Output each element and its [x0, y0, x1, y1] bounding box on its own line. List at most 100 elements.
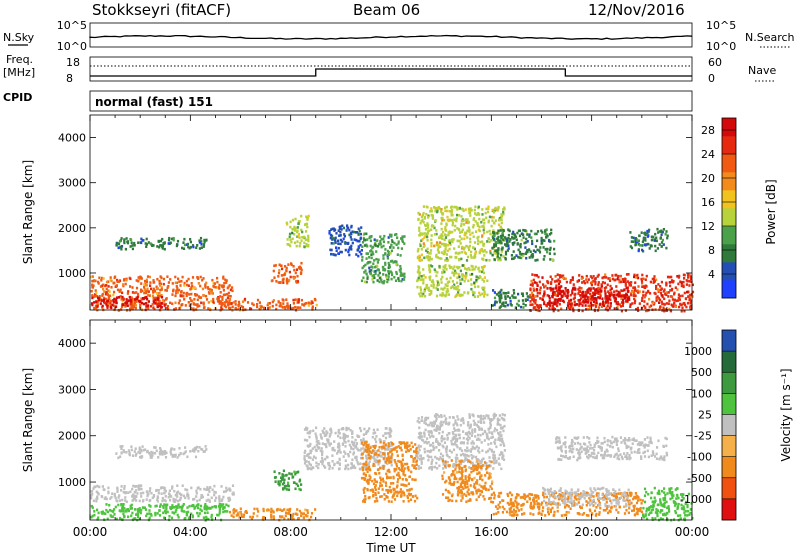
scatter-cell: [689, 277, 693, 280]
scatter-cell: [341, 224, 344, 228]
scatter-cell: [364, 238, 367, 242]
scatter-cell: [355, 253, 358, 256]
scatter-cell: [591, 296, 594, 299]
scatter-cell: [297, 220, 300, 223]
scatter-cell: [428, 266, 431, 269]
scatter-cell: [440, 233, 443, 236]
scatter-cell: [330, 242, 333, 245]
scatter-cell: [125, 298, 128, 301]
scatter-cell: [452, 438, 455, 441]
scatter-cell: [210, 299, 213, 303]
scatter-cell: [564, 277, 567, 281]
scatter-cell: [428, 433, 431, 436]
scatter-cell: [211, 488, 214, 492]
scatter-cell: [446, 289, 450, 293]
scatter-cell: [605, 286, 608, 289]
scatter-cell: [131, 304, 134, 308]
scatter-cell: [339, 242, 342, 246]
scatter-cell: [373, 455, 376, 459]
scatter-cell: [512, 237, 515, 240]
scatter-cell: [334, 236, 337, 240]
scatter-cell: [126, 508, 129, 511]
scatter-cell: [135, 300, 138, 303]
scatter-cell: [183, 237, 186, 241]
scatter-cell: [538, 250, 542, 254]
scatter-cell: [285, 305, 288, 308]
scatter-cell: [319, 433, 322, 436]
scatter-cell: [384, 432, 387, 435]
scatter-cell: [144, 279, 147, 283]
scatter-cell: [337, 434, 340, 438]
scatter-cell: [191, 515, 194, 519]
scatter-cell: [400, 237, 403, 240]
scatter-cell: [385, 448, 388, 451]
scatter-cell: [482, 224, 485, 228]
scatter-cell: [364, 269, 367, 272]
scatter-cell: [294, 298, 297, 301]
scatter-cell: [154, 446, 157, 449]
scatter-cell: [145, 291, 148, 295]
scatter-cell: [429, 264, 432, 267]
scatter-cell: [427, 226, 430, 229]
scatter-cell: [614, 297, 617, 301]
colorbar-tick-label: 28: [701, 124, 715, 137]
scatter-cell: [207, 287, 210, 291]
scatter-cell: [493, 258, 496, 261]
scatter-cell: [531, 296, 534, 300]
scatter-cell: [426, 437, 429, 440]
scatter-cell: [358, 229, 361, 233]
scatter-cell: [171, 487, 174, 490]
scatter-cell: [641, 296, 644, 300]
scatter-cell: [478, 451, 481, 454]
scatter-cell: [173, 308, 176, 311]
scatter-cell: [379, 495, 382, 499]
scatter-cell: [356, 447, 359, 451]
scatter-cell: [543, 300, 546, 304]
scatter-cell: [296, 484, 300, 488]
scatter-cell: [293, 227, 296, 230]
scatter-cell: [557, 309, 560, 312]
scatter-cell: [151, 294, 155, 298]
scatter-cell: [475, 445, 478, 448]
scatter-cell: [443, 414, 446, 418]
scatter-cell: [425, 249, 428, 252]
scatter-cell: [489, 464, 492, 468]
scatter-cell: [446, 258, 450, 262]
scatter-cell: [513, 236, 516, 240]
scatter-cell: [329, 427, 332, 431]
scatter-cell: [387, 261, 390, 265]
scatter-cell: [476, 277, 479, 281]
scatter-cell: [97, 492, 100, 496]
scatter-cell: [101, 485, 104, 488]
scatter-cell: [440, 436, 443, 440]
scatter-cell: [382, 452, 385, 456]
scatter-cell: [461, 207, 464, 211]
scatter-cell: [338, 462, 341, 465]
colorbar-band: [722, 154, 736, 173]
scatter-cell: [500, 416, 503, 420]
scatter-cell: [184, 304, 187, 307]
scatter-cell: [315, 303, 318, 307]
scatter-cell: [102, 287, 105, 291]
colorbar-band: [722, 118, 736, 137]
scatter-cell: [171, 504, 174, 507]
scatter-cell: [386, 489, 390, 492]
freq-unit: [MHz]: [3, 66, 35, 79]
scatter-cell: [374, 269, 377, 273]
scatter-cell: [392, 487, 395, 491]
scatter-cell: [604, 301, 607, 304]
scatter-cell: [613, 307, 616, 310]
scatter-cell: [691, 290, 695, 294]
scatter-cell: [608, 279, 612, 282]
scatter-cell: [383, 497, 386, 501]
scatter-cell: [491, 208, 494, 212]
scatter-cell: [91, 490, 94, 493]
scatter-patch: [416, 412, 506, 471]
scatter-cell: [167, 238, 171, 242]
scatter-cell: [605, 297, 609, 300]
scatter-cell: [298, 478, 302, 482]
scatter-cell: [588, 304, 591, 307]
scatter-cell: [444, 264, 447, 267]
scatter-cell: [372, 252, 375, 256]
colorbar-tick-label: 24: [701, 148, 715, 161]
